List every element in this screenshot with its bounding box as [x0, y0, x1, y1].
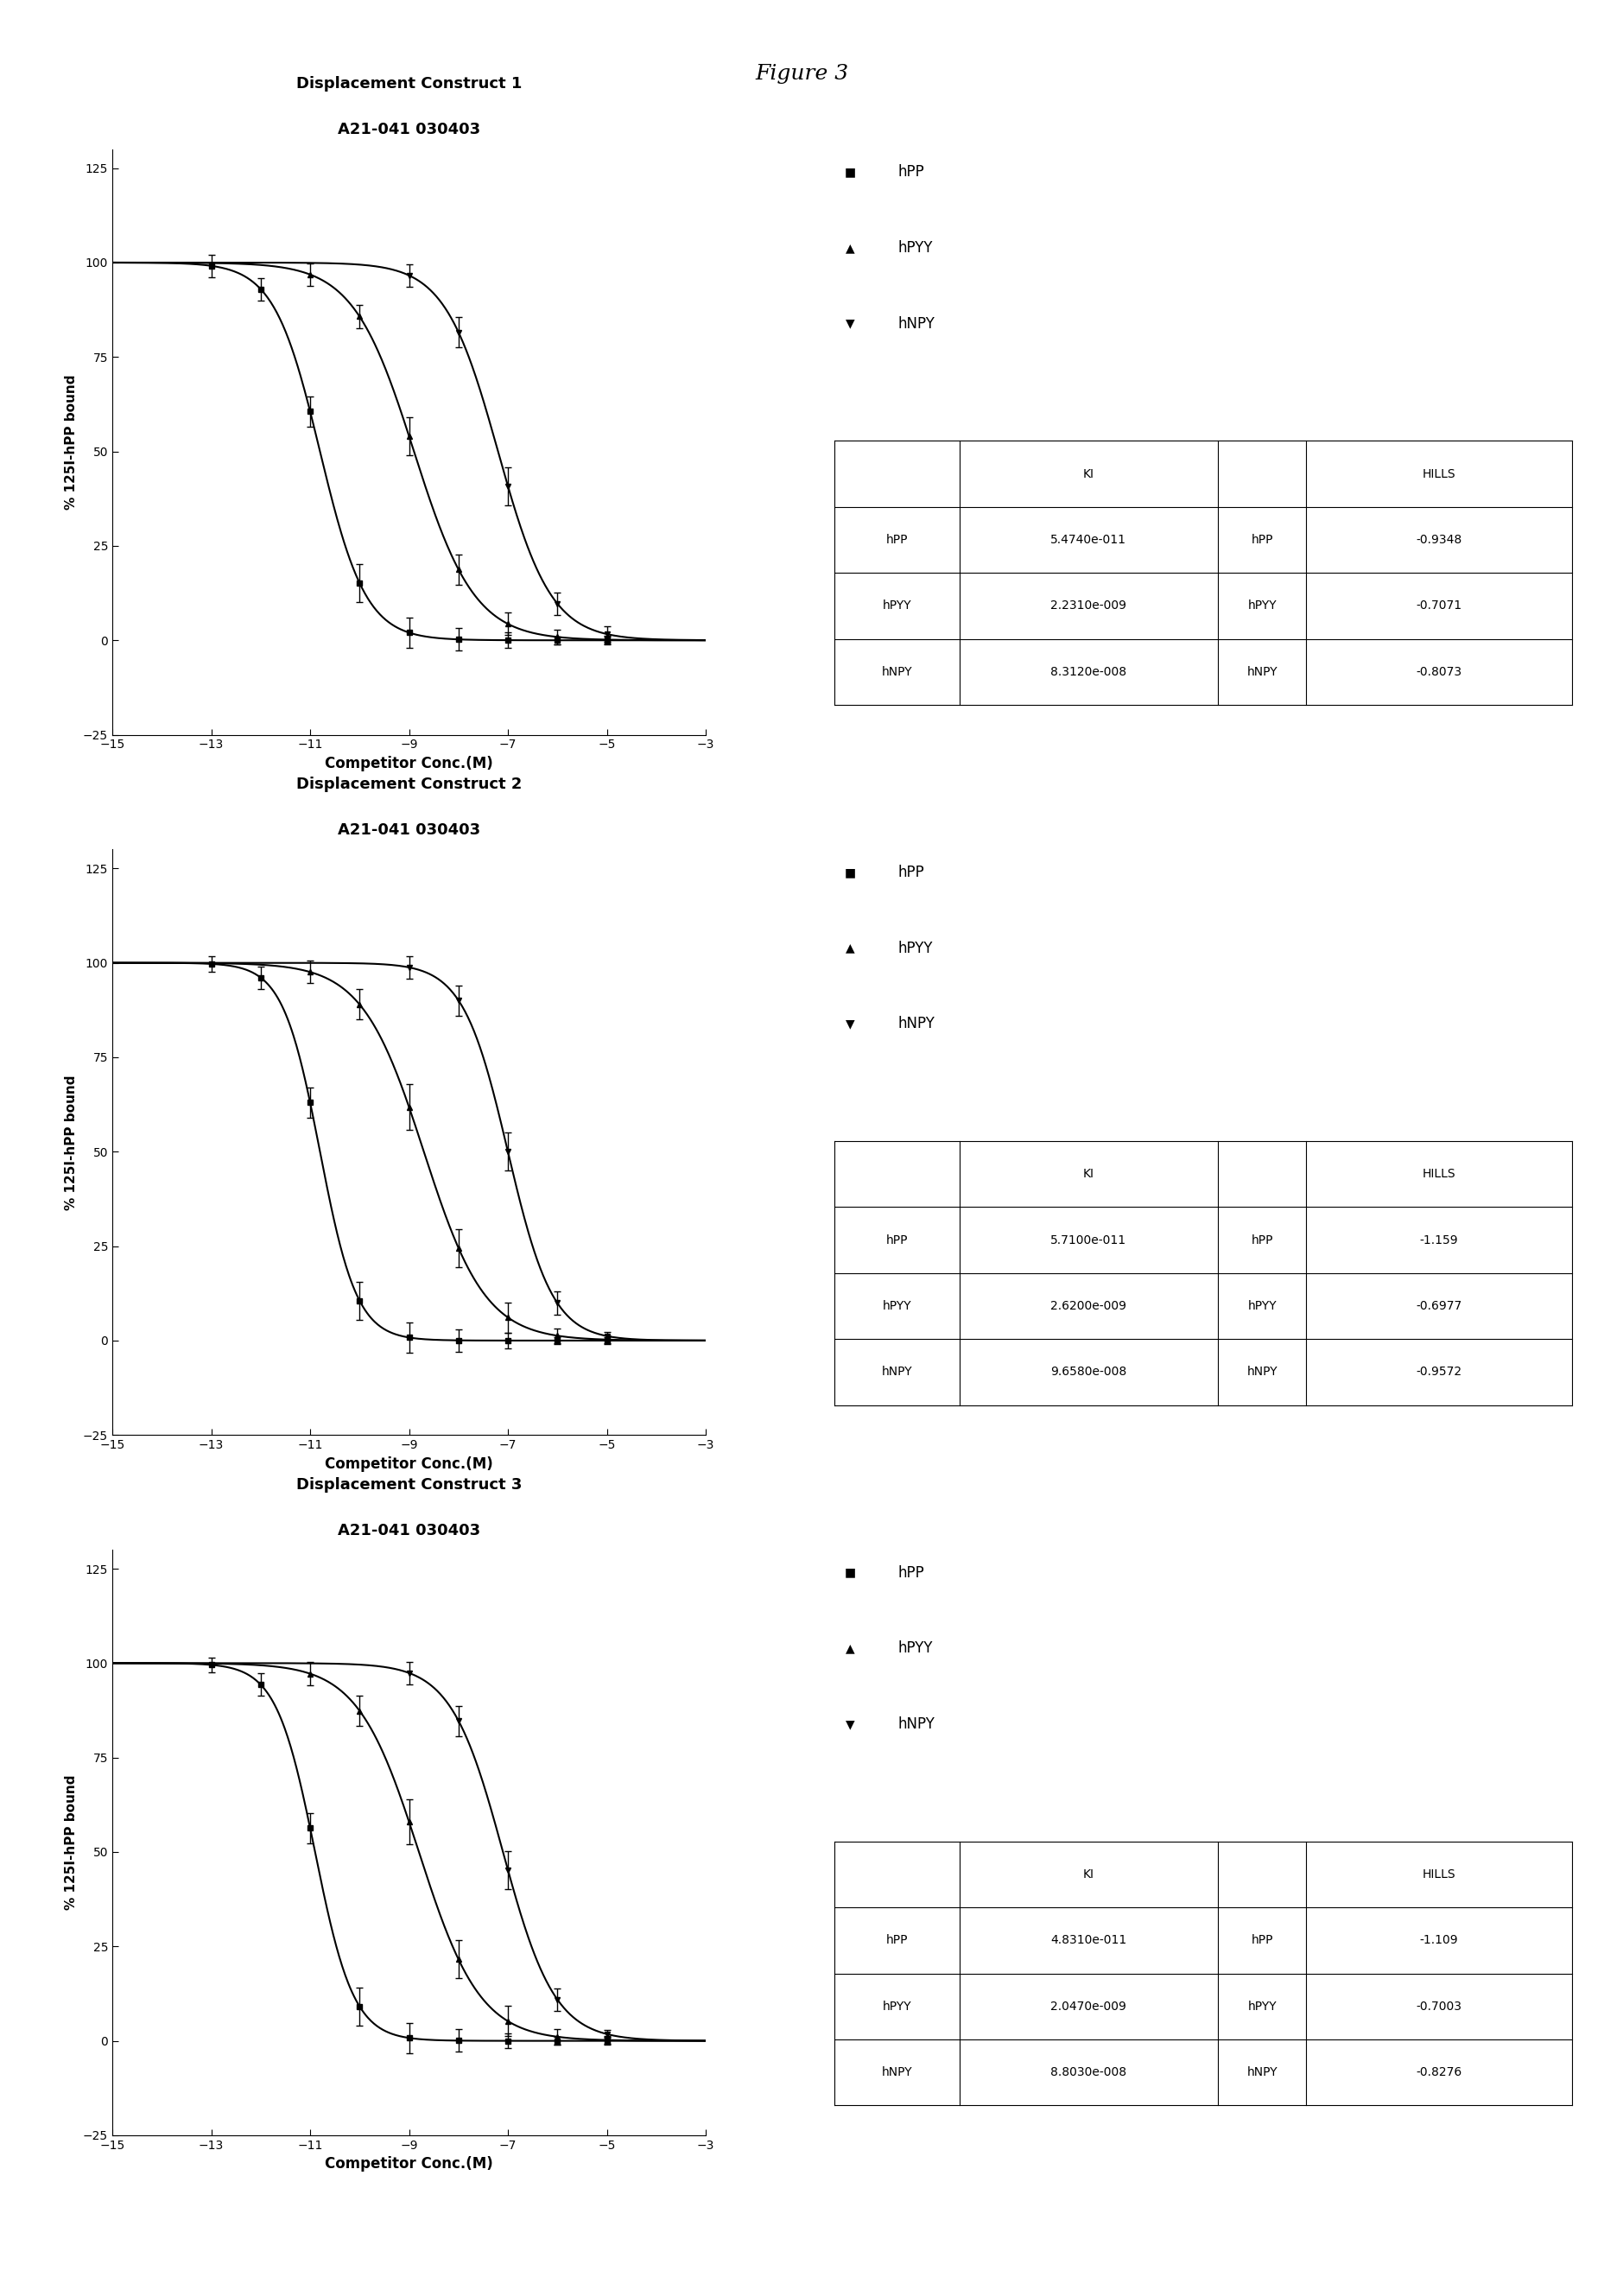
Text: hPP: hPP: [898, 866, 926, 879]
Text: 8.3120e-008: 8.3120e-008: [1051, 666, 1126, 677]
Text: KI: KI: [1083, 1869, 1094, 1880]
Text: hPYY: hPYY: [898, 241, 934, 255]
Text: HILLS: HILLS: [1423, 1169, 1456, 1180]
Text: 5.4740e-011: 5.4740e-011: [1051, 533, 1126, 546]
Y-axis label: % 125I-hPP bound: % 125I-hPP bound: [66, 1775, 79, 1910]
Text: Displacement Construct 2: Displacement Construct 2: [297, 776, 521, 792]
Text: A21-041 030403: A21-041 030403: [338, 122, 480, 138]
X-axis label: Competitor Conc.(M): Competitor Conc.(M): [326, 755, 492, 771]
Text: ▼: ▼: [845, 1017, 855, 1031]
Text: hPYY: hPYY: [1248, 1300, 1277, 1313]
X-axis label: Competitor Conc.(M): Competitor Conc.(M): [326, 2156, 492, 2172]
Text: ▲: ▲: [845, 1642, 855, 1655]
Text: KI: KI: [1083, 468, 1094, 480]
Text: hNPY: hNPY: [882, 666, 913, 677]
Text: hPYY: hPYY: [1248, 599, 1277, 613]
Text: hPP: hPP: [898, 1566, 926, 1580]
Y-axis label: % 125I-hPP bound: % 125I-hPP bound: [66, 374, 79, 510]
Text: 2.2310e-009: 2.2310e-009: [1051, 599, 1126, 613]
Text: ■: ■: [844, 165, 857, 179]
Text: KI: KI: [1083, 1169, 1094, 1180]
Text: Figure 3: Figure 3: [755, 64, 849, 85]
Text: 2.0470e-009: 2.0470e-009: [1051, 2000, 1126, 2014]
Text: hPP: hPP: [898, 165, 926, 179]
Text: Displacement Construct 1: Displacement Construct 1: [297, 76, 521, 92]
Text: hPP: hPP: [1251, 533, 1274, 546]
Text: hPYY: hPYY: [1248, 2000, 1277, 2014]
Text: 5.7100e-011: 5.7100e-011: [1051, 1233, 1126, 1247]
Text: hNPY: hNPY: [1246, 666, 1277, 677]
Text: hPP: hPP: [885, 1233, 908, 1247]
Text: ▲: ▲: [845, 941, 855, 955]
Text: hNPY: hNPY: [882, 1366, 913, 1378]
Text: HILLS: HILLS: [1423, 1869, 1456, 1880]
Text: hPP: hPP: [885, 533, 908, 546]
Text: hPP: hPP: [1251, 1933, 1274, 1947]
Text: hPYY: hPYY: [882, 2000, 911, 2014]
Text: -0.8276: -0.8276: [1416, 2066, 1463, 2078]
Text: ■: ■: [844, 866, 857, 879]
Text: hPYY: hPYY: [882, 599, 911, 613]
Text: ▼: ▼: [845, 317, 855, 331]
Text: hNPY: hNPY: [898, 317, 935, 331]
Text: hNPY: hNPY: [882, 2066, 913, 2078]
Text: ▼: ▼: [845, 1717, 855, 1731]
X-axis label: Competitor Conc.(M): Competitor Conc.(M): [326, 1456, 492, 1472]
Text: hNPY: hNPY: [898, 1717, 935, 1731]
Text: hPP: hPP: [885, 1933, 908, 1947]
Text: ■: ■: [844, 1566, 857, 1580]
Text: hNPY: hNPY: [1246, 2066, 1277, 2078]
Text: -0.6977: -0.6977: [1416, 1300, 1463, 1313]
Text: 2.6200e-009: 2.6200e-009: [1051, 1300, 1126, 1313]
Text: hPYY: hPYY: [898, 941, 934, 955]
Text: 4.8310e-011: 4.8310e-011: [1051, 1933, 1126, 1947]
Text: -1.159: -1.159: [1420, 1233, 1458, 1247]
Text: hNPY: hNPY: [1246, 1366, 1277, 1378]
Text: -0.9572: -0.9572: [1416, 1366, 1463, 1378]
Text: ▲: ▲: [845, 241, 855, 255]
Text: A21-041 030403: A21-041 030403: [338, 822, 480, 838]
Text: 8.8030e-008: 8.8030e-008: [1051, 2066, 1126, 2078]
Text: -0.9348: -0.9348: [1416, 533, 1463, 546]
Text: hPP: hPP: [1251, 1233, 1274, 1247]
Text: A21-041 030403: A21-041 030403: [338, 1522, 480, 1538]
Text: -0.8073: -0.8073: [1416, 666, 1463, 677]
Text: hPYY: hPYY: [882, 1300, 911, 1313]
Text: hNPY: hNPY: [898, 1017, 935, 1031]
Y-axis label: % 125I-hPP bound: % 125I-hPP bound: [66, 1075, 79, 1210]
Text: -0.7003: -0.7003: [1416, 2000, 1461, 2014]
Text: HILLS: HILLS: [1423, 468, 1456, 480]
Text: -1.109: -1.109: [1420, 1933, 1458, 1947]
Text: Displacement Construct 3: Displacement Construct 3: [297, 1476, 521, 1492]
Text: hPYY: hPYY: [898, 1642, 934, 1655]
Text: -0.7071: -0.7071: [1416, 599, 1463, 613]
Text: 9.6580e-008: 9.6580e-008: [1051, 1366, 1126, 1378]
